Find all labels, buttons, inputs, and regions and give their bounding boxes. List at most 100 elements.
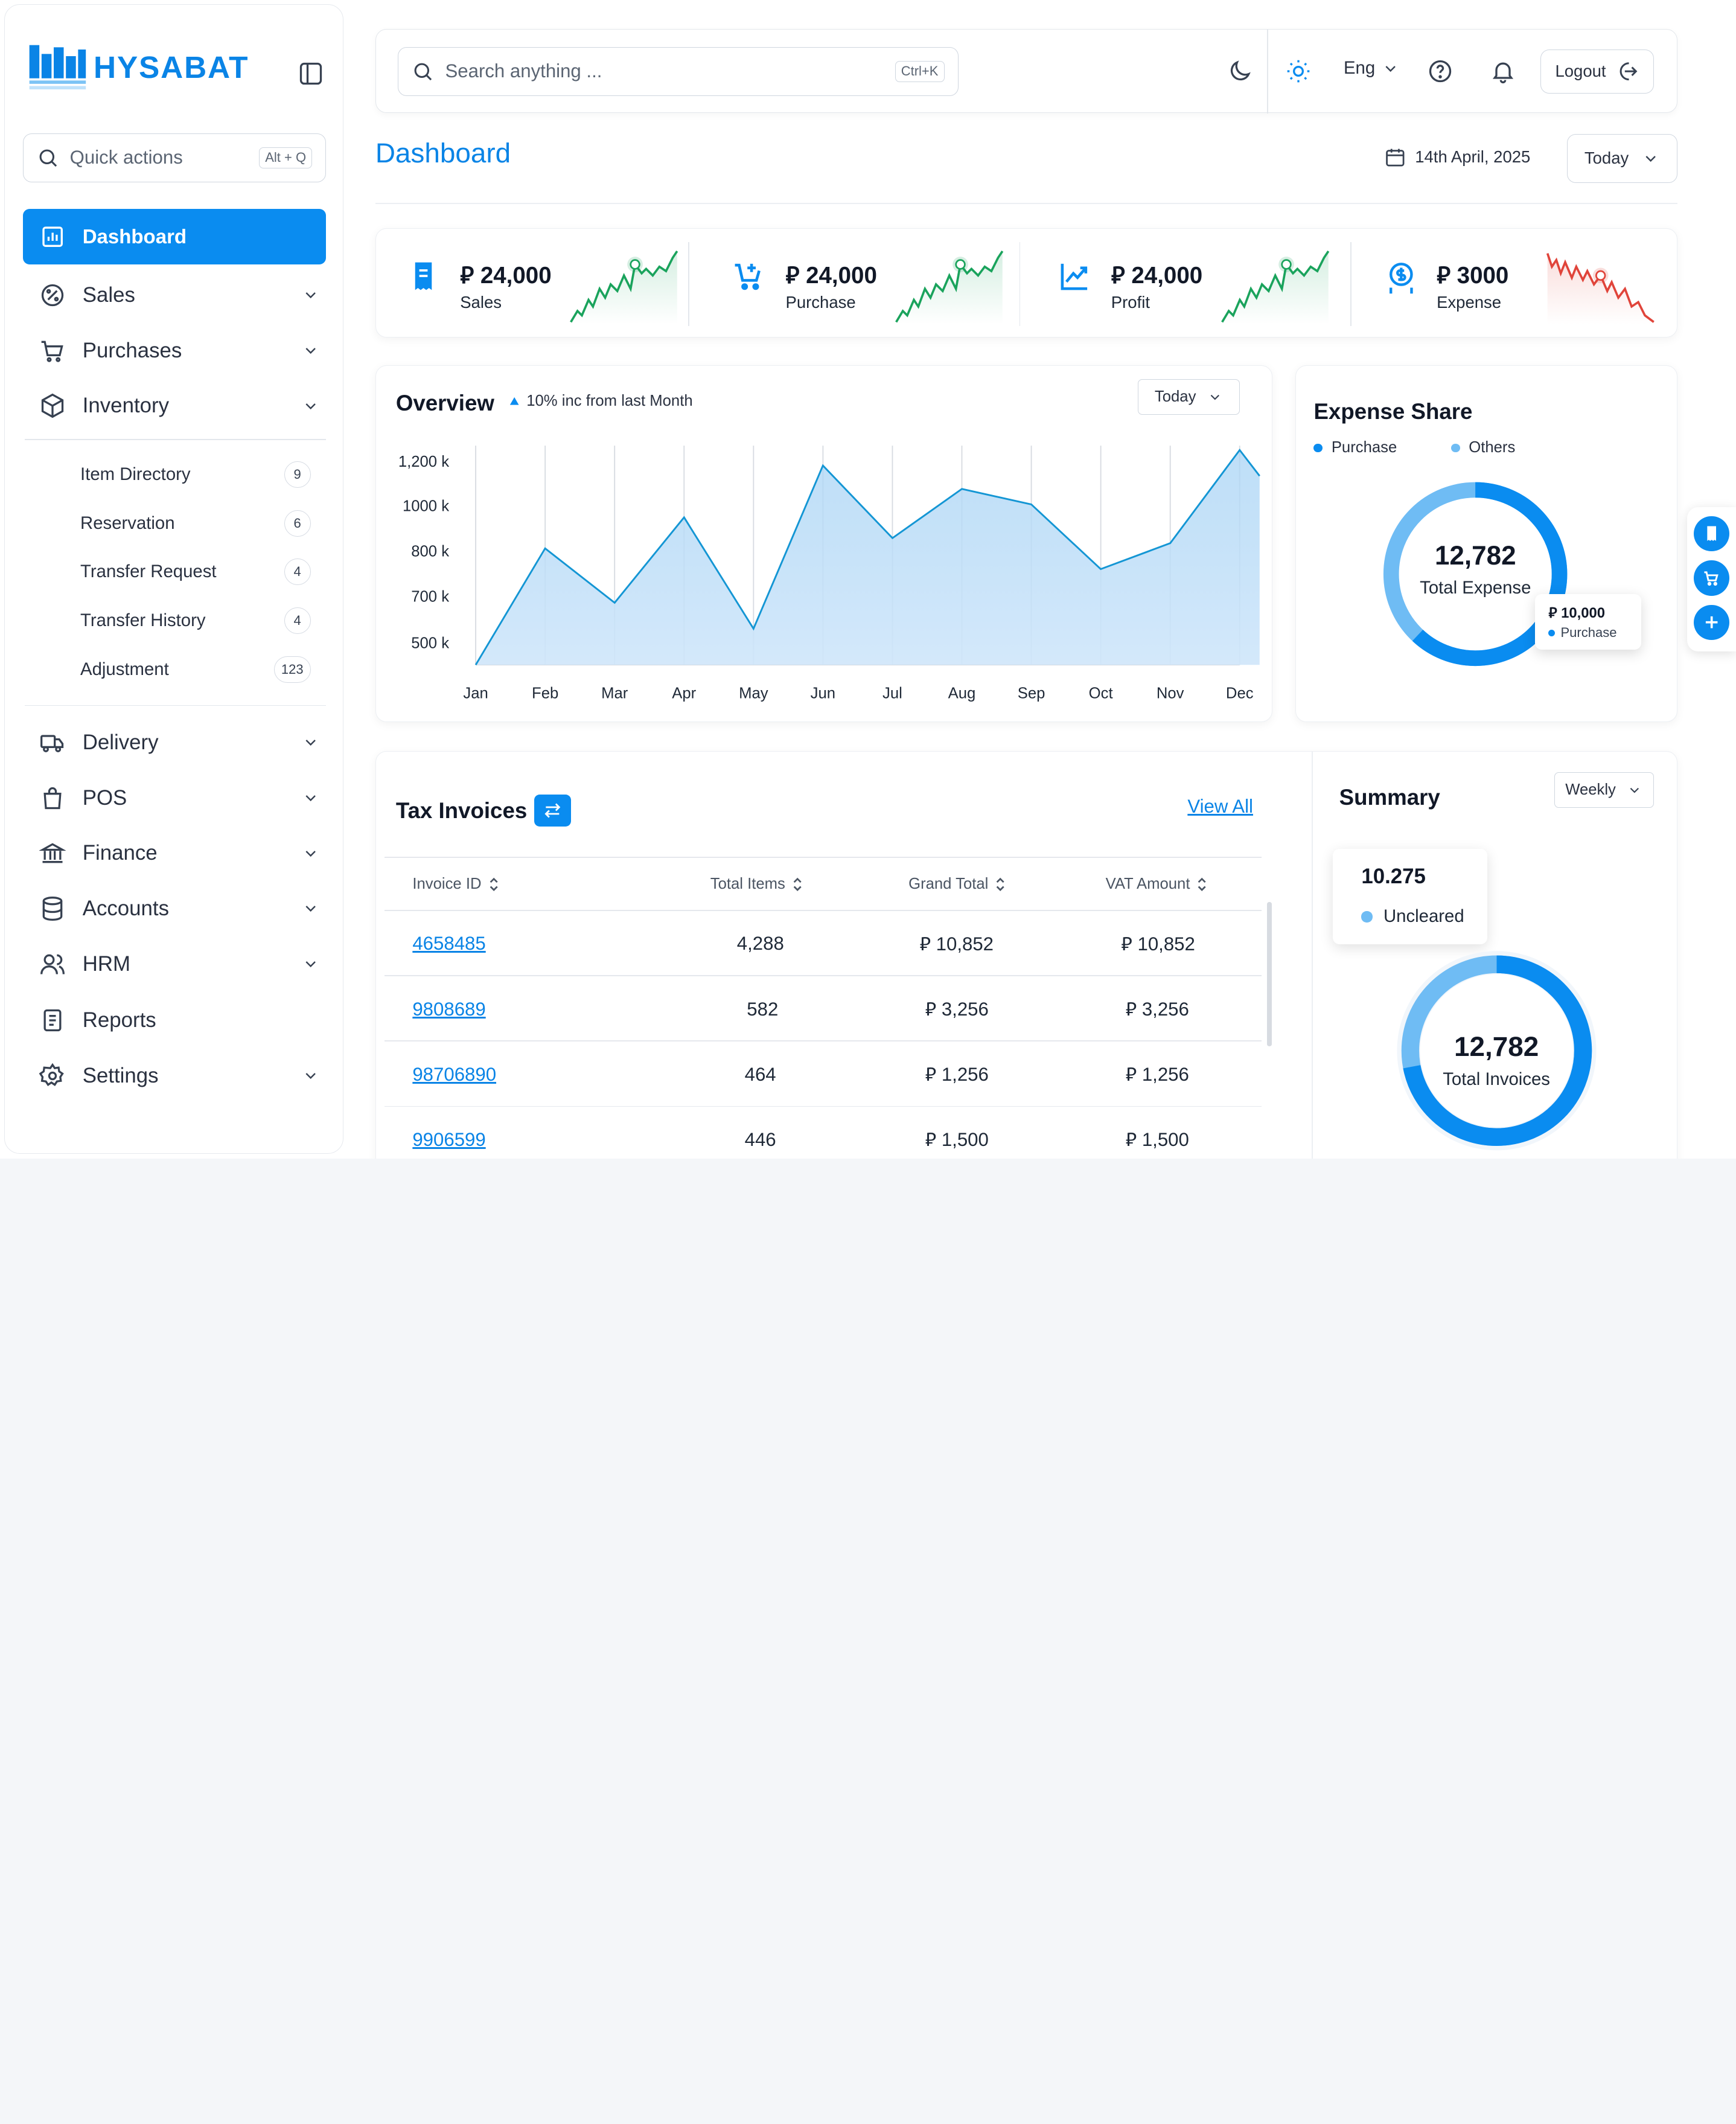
date-range-dropdown[interactable]: Today (1566, 133, 1677, 183)
currency-symbol: ⃁ (1125, 999, 1137, 1020)
sidebar-item-purchases[interactable]: Purchases (38, 328, 319, 373)
currency-symbol: ⃁ (1111, 263, 1125, 289)
sidebar-item-sales[interactable]: Sales (38, 273, 319, 317)
sort-icon (793, 877, 802, 891)
column-header-invoice-id[interactable]: Invoice ID (412, 875, 499, 893)
invoice-id-link[interactable]: 9808689 (412, 998, 486, 1020)
table-divider (385, 856, 1262, 858)
sidebar-subitem-item-directory[interactable]: Item Directory 9 (80, 458, 311, 491)
total-items-cell: 582 (747, 998, 779, 1020)
kpi-amount: 24,000 (480, 263, 552, 289)
x-tick-label: Apr (672, 685, 696, 702)
invoice-id-link[interactable]: 9906599 (412, 1129, 486, 1151)
search-icon (39, 149, 57, 167)
table-scrollbar[interactable] (1267, 902, 1272, 1046)
chevron-down-icon (1385, 65, 1396, 72)
sidebar-item-reports[interactable]: Reports (38, 999, 319, 1043)
tooltip-label: Purchase (1548, 625, 1628, 641)
sidebar-item-label: Inventory (82, 394, 170, 418)
sort-icon (490, 877, 498, 891)
chevron-down-icon (305, 403, 316, 409)
sidebar-item-settings[interactable]: Settings (38, 1054, 319, 1098)
sidebar-item-label: HRM (82, 952, 131, 976)
kpi-divider (1019, 242, 1021, 327)
overview-change-text: 10% inc from last Month (526, 392, 693, 410)
column-header-vat-amount[interactable]: VAT Amount (1106, 875, 1208, 893)
help-icon[interactable] (1427, 58, 1454, 85)
moon-icon[interactable] (1227, 58, 1253, 85)
invoice-id-link[interactable]: 4658485 (412, 933, 486, 955)
sidebar-item-dashboard[interactable]: Dashboard (22, 208, 327, 264)
table-row-divider (385, 1105, 1262, 1107)
kpi-divider (1350, 242, 1351, 327)
count-badge: 9 (284, 461, 311, 488)
column-header-total-items[interactable]: Total Items (710, 875, 803, 893)
kpi-card-profit[interactable]: ⃁ 24,000 Profit (1027, 229, 1352, 339)
y-tick-label: 700 k (411, 589, 449, 606)
brand[interactable]: HYSABAT (27, 43, 249, 92)
tooltip-value: ⃁ 10,000 (1548, 603, 1628, 622)
sidebar-item-delivery[interactable]: Delivery (38, 720, 319, 764)
sun-icon[interactable] (1285, 58, 1312, 85)
chevron-down-icon (1645, 155, 1656, 162)
sidebar-subitem-transfer-request[interactable]: Transfer Request 4 (80, 555, 311, 589)
column-header-grand-total[interactable]: Grand Total (908, 875, 1006, 893)
chevron-down-icon (305, 348, 316, 354)
bell-icon[interactable] (1490, 58, 1516, 85)
search-input[interactable]: Search anything ... Ctrl+K (398, 47, 959, 96)
kpi-card-purchase[interactable]: ⃁ 24,000 Purchase (701, 229, 1027, 339)
bag-icon (38, 784, 67, 813)
floating-action-bar (1687, 507, 1736, 651)
legend-label: Purchase (1331, 439, 1397, 456)
sidebar-subitem-transfer-history[interactable]: Transfer History 4 (80, 604, 311, 638)
currency-symbol: ⃁ (1125, 1064, 1137, 1086)
sidebar-subitem-reservation[interactable]: Reservation 6 (80, 507, 311, 540)
chevron-down-icon (305, 795, 316, 802)
kpi-amount: 24,000 (806, 263, 877, 289)
plus-icon[interactable] (1694, 604, 1730, 641)
legend-dot (1548, 629, 1556, 636)
invoice-id-link[interactable]: 98706890 (412, 1063, 497, 1085)
kpi-label: Expense (1437, 293, 1502, 312)
brand-logo (27, 43, 87, 92)
summary-total: 12,782 Total Invoices (1419, 1031, 1574, 1090)
view-all-link[interactable]: View All (1187, 796, 1253, 817)
receipt-icon (407, 260, 440, 293)
bank-icon (38, 839, 67, 868)
sidebar-item-finance[interactable]: Finance (38, 831, 319, 875)
x-tick-label: Jan (463, 685, 488, 702)
receipt-icon[interactable] (1694, 516, 1730, 552)
x-tick-label: Jun (810, 685, 835, 702)
summary-range-dropdown[interactable]: Weekly (1554, 772, 1654, 808)
kpi-card-expense[interactable]: ⃁ 3000 Expense (1353, 229, 1678, 339)
overview-area-chart: 1,200 k 1000 k 800 k 700 k 500 k Jan Feb Mar Apr… (398, 446, 1260, 702)
y-tick-label: 500 k (411, 635, 449, 652)
sidebar-subitem-adjustment[interactable]: Adjustment 123 (80, 653, 311, 686)
uncleared-value: 10.275 (1361, 864, 1426, 888)
cart-icon[interactable] (1694, 560, 1730, 596)
language-select[interactable]: Eng (1344, 58, 1400, 78)
sidebar-item-label: Delivery (82, 730, 159, 754)
sidebar-item-pos[interactable]: POS (38, 776, 319, 820)
topbar-divider (1267, 29, 1269, 114)
gear-icon (38, 1061, 67, 1090)
sidebar-item-accounts[interactable]: Accounts (38, 886, 319, 930)
swap-icon[interactable] (534, 795, 571, 827)
kpi-card-sales[interactable]: ⃁ 24,000 Sales (376, 229, 701, 339)
kpi-divider (688, 242, 689, 327)
quick-actions-placeholder: Quick actions (69, 147, 183, 168)
truck-icon (38, 728, 67, 757)
sidebar-item-inventory[interactable]: Inventory (38, 384, 319, 428)
sort-icon (997, 877, 1004, 891)
currency-symbol: ⃁ (1121, 933, 1132, 955)
overview-range-dropdown[interactable]: Today (1137, 379, 1240, 415)
currency-symbol: ⃁ (1437, 263, 1450, 289)
trend-up-icon (1058, 260, 1091, 293)
quick-actions-input[interactable]: Quick actions Alt + Q (22, 133, 327, 182)
logout-button[interactable]: Logout (1540, 49, 1654, 94)
sidebar-toggle-icon[interactable] (298, 60, 324, 87)
sidebar-item-label: Sales (82, 283, 135, 307)
sidebar-divider (25, 705, 327, 706)
tax-invoices-title: Tax Invoices (395, 798, 528, 823)
sidebar-item-hrm[interactable]: HRM (38, 942, 319, 986)
